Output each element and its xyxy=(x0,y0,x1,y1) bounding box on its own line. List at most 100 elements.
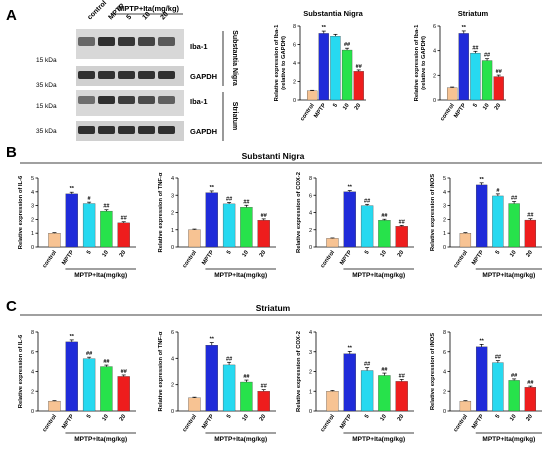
chart-6: 0 1 2 3 4 5 Relative expression of iNOS control… xyxy=(430,174,542,279)
x-tick-label: 10 xyxy=(379,250,388,259)
x-tick-label: 10 xyxy=(509,250,518,259)
bar-20 xyxy=(117,376,130,412)
significance-label: # xyxy=(496,188,499,194)
x-tick-label: 10 xyxy=(379,414,388,423)
bar-control xyxy=(459,400,472,412)
y-tick-label: 2 xyxy=(31,217,34,223)
panel-letter-a: A xyxy=(6,7,17,24)
y-tick-label: 4 xyxy=(443,190,446,196)
blot-treatment-header: MPTP+Ita(mg/kg) xyxy=(118,4,180,13)
blot-lane-label-20: 20 xyxy=(159,11,170,22)
bar-10 xyxy=(240,207,253,248)
bar-control xyxy=(459,233,472,248)
x-tick-label: MPTP xyxy=(201,250,215,267)
bar-5 xyxy=(222,203,236,248)
y-tick-label: 4 xyxy=(31,190,34,196)
bar-5 xyxy=(360,370,374,412)
y-tick-label: 5 xyxy=(31,176,34,182)
bar-5 xyxy=(360,205,374,248)
y-axis-label: Relative expression of iNOS xyxy=(430,174,436,251)
x-tick-label: 5 xyxy=(364,249,371,256)
bar-10 xyxy=(341,49,353,101)
y-tick-label: 4 xyxy=(31,370,34,376)
y-tick-label: 2 xyxy=(309,370,312,376)
bar-control xyxy=(48,233,61,248)
x-tick-label: 5 xyxy=(495,249,502,256)
bar-20 xyxy=(395,226,408,248)
x-tick-label: 5 xyxy=(364,413,371,420)
blot-band xyxy=(138,37,155,46)
significance-label: ## xyxy=(364,198,370,204)
blot-band xyxy=(78,96,95,104)
significance-label: ## xyxy=(243,199,249,205)
blot-band xyxy=(158,37,175,46)
y-tick-label: 3 xyxy=(31,204,34,210)
x-tick-label: control xyxy=(453,413,469,433)
blot-band xyxy=(138,96,155,104)
significance-label: ** xyxy=(348,185,353,191)
y-tick-label: 8 xyxy=(443,330,446,336)
significance-label: ** xyxy=(479,177,484,183)
x-tick-label: MPTP xyxy=(471,250,485,267)
bar-20 xyxy=(257,220,270,248)
bar-5 xyxy=(82,203,96,248)
x-tick-label: control xyxy=(320,413,336,433)
x-tick-label: 10 xyxy=(509,414,518,423)
blot-band xyxy=(78,126,95,134)
chart-7: 0 2 4 6 8 Relative expression of IL-6 control *… xyxy=(18,330,136,443)
significance-label: ## xyxy=(243,374,249,380)
y-axis-label: Relative expression of TNF-α xyxy=(158,331,164,411)
y-axis-label: Relative expression of Iba-1(relative to… xyxy=(414,24,427,101)
y-tick-label: 2 xyxy=(293,80,296,86)
y-tick-label: 0 xyxy=(309,409,312,415)
blot-row-label-iba1: Iba-1 xyxy=(190,97,208,106)
y-tick-label: 4 xyxy=(443,370,446,376)
blot-band xyxy=(138,126,155,134)
panel-letter-b: B xyxy=(6,144,17,161)
bar-5 xyxy=(82,358,96,412)
x-tick-label: control xyxy=(182,249,198,269)
y-axis-label: Relative expression of TNF-α xyxy=(158,172,164,252)
x-tick-label: control xyxy=(300,102,316,122)
y-tick-label: 6 xyxy=(171,330,174,336)
x-tick-label: MPTP xyxy=(61,250,75,267)
y-tick-label: 4 xyxy=(293,61,296,67)
significance-label: ## xyxy=(399,219,405,225)
significance-label: ## xyxy=(121,216,127,222)
group-label: MPTP+Ita(mg/kg) xyxy=(214,272,267,279)
bar-10 xyxy=(508,203,520,248)
y-tick-label: 0 xyxy=(443,409,446,415)
blot-marker: 15 kDa xyxy=(36,103,57,110)
x-tick-label: control xyxy=(42,249,58,269)
x-tick-label: control xyxy=(42,413,58,433)
significance-label: ## xyxy=(472,45,478,51)
blot-marker: 35 kDa xyxy=(36,82,57,89)
bar-10 xyxy=(100,366,113,412)
group-label: MPTP+Ita(mg/kg) xyxy=(74,272,127,279)
chart-1: Substantia Nigra 0 2 4 6 8 Relative expression… xyxy=(274,9,366,122)
y-tick-label: 0 xyxy=(309,245,312,251)
significance-label: ## xyxy=(399,373,405,379)
tissue-label-substantia-nigra: Substantia Nigra xyxy=(231,30,238,86)
x-tick-label: 20 xyxy=(494,103,503,112)
chart-10: 0 2 4 6 8 Relative expression of iNOS control *… xyxy=(430,330,542,443)
y-tick-label: 4 xyxy=(309,330,312,336)
chart-title: Substantia Nigra xyxy=(303,9,363,18)
bar-control xyxy=(326,391,339,412)
blot-row-label-gapdh: GAPDH xyxy=(190,127,217,136)
bar-control xyxy=(446,87,458,101)
blot-band xyxy=(118,71,135,79)
blot-row-label-iba1: Iba-1 xyxy=(190,42,208,51)
blot-lane-label-5: 5 xyxy=(125,14,133,22)
y-tick-label: 1 xyxy=(31,231,34,237)
blot-band xyxy=(118,37,135,46)
bar-MPTP xyxy=(205,345,218,412)
significance-label: ## xyxy=(527,213,533,219)
x-tick-label: MPTP xyxy=(471,414,485,431)
bar-10 xyxy=(508,380,520,412)
y-tick-label: 2 xyxy=(433,73,436,79)
bar-MPTP xyxy=(343,353,356,412)
bar-MPTP xyxy=(318,33,329,101)
blot-row-label-gapdh: GAPDH xyxy=(190,72,217,81)
significance-label: ## xyxy=(226,196,232,202)
